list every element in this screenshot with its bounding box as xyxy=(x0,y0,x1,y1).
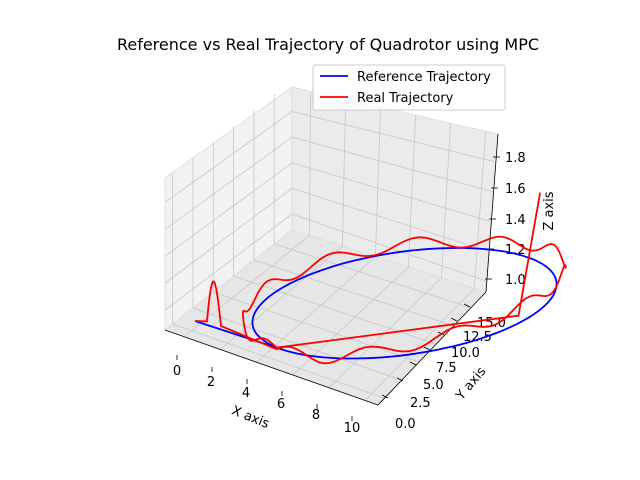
axes-panes xyxy=(164,86,499,406)
left-grid-horizontal xyxy=(164,162,293,257)
legend-label-reference: Reference Trajectory xyxy=(357,70,491,85)
legend-frame xyxy=(312,64,506,111)
trajectories xyxy=(194,192,567,365)
left-grid-horizontal xyxy=(164,188,293,284)
floor-grid-line-y xyxy=(274,243,472,309)
y-tick-mark xyxy=(381,394,389,399)
back-grid-horizontal xyxy=(291,187,489,252)
back-grid-vertical xyxy=(375,107,381,257)
z-tick-label: 1.6 xyxy=(505,182,526,197)
floor-grid-line-x xyxy=(364,288,475,401)
left-grid-horizontal xyxy=(164,111,293,203)
x-tick-labels: 0 2 4 6 8 10 xyxy=(173,364,360,436)
x-tick-label: 10 xyxy=(344,421,361,436)
axis-lines xyxy=(164,133,500,421)
z-tick-label: 1.8 xyxy=(505,151,526,166)
real-trajectory-line xyxy=(194,192,567,365)
y-tick-label: 5.0 xyxy=(423,378,444,393)
floor-grid-line-x xyxy=(256,256,376,363)
floor-grid-line-y xyxy=(213,291,420,363)
x-axis-line xyxy=(164,329,379,406)
y-tick-mark xyxy=(423,346,431,351)
y-tick-label: 2.5 xyxy=(410,396,431,411)
y-tick-mark xyxy=(409,361,417,366)
y-tick-label: 0.0 xyxy=(395,417,416,432)
back-grid-vertical xyxy=(473,131,487,289)
legend-label-real: Real Trajectory xyxy=(357,91,454,106)
x-tick-label: 0 xyxy=(173,364,181,379)
y-tick-mark xyxy=(450,317,458,322)
chart-title: Reference vs Real Trajectory of Quadroto… xyxy=(117,35,539,54)
back-grid-horizontal xyxy=(291,136,493,192)
y-axis-line xyxy=(377,291,487,406)
z-axis-line xyxy=(485,133,499,293)
x-tick-label: 6 xyxy=(277,397,285,412)
floor-grid-line-y xyxy=(172,323,385,399)
floor-grid-line-x xyxy=(183,235,310,338)
x-tick-label: 4 xyxy=(242,386,250,401)
y-tick-mark xyxy=(396,377,404,382)
left-grid-horizontal xyxy=(164,136,293,230)
x-tick-label: 2 xyxy=(207,375,215,390)
y-tick-mark xyxy=(463,303,471,308)
floor-grid-line-y xyxy=(233,275,437,345)
y-tick-label: 7.5 xyxy=(436,361,457,376)
x-tick-label: 8 xyxy=(312,408,320,423)
z-tick-label: 1.0 xyxy=(505,273,526,288)
back-grid-horizontal xyxy=(291,213,487,282)
z-tick-label: 1.4 xyxy=(505,213,526,228)
legend: Reference Trajectory Real Trajectory xyxy=(312,64,506,111)
y-tick-label: 10.0 xyxy=(451,346,480,361)
back-grid-horizontal xyxy=(291,111,495,163)
z-axis-label: Z axis xyxy=(542,191,557,230)
floor-grid-line-y xyxy=(253,259,454,327)
back-grid-vertical xyxy=(440,123,452,278)
back-grid-horizontal xyxy=(291,162,491,222)
floor-grid-line-x xyxy=(292,266,409,376)
floor-grid-line-x xyxy=(220,245,343,350)
back-grid-vertical xyxy=(408,115,416,268)
left-grid-horizontal xyxy=(164,213,293,311)
